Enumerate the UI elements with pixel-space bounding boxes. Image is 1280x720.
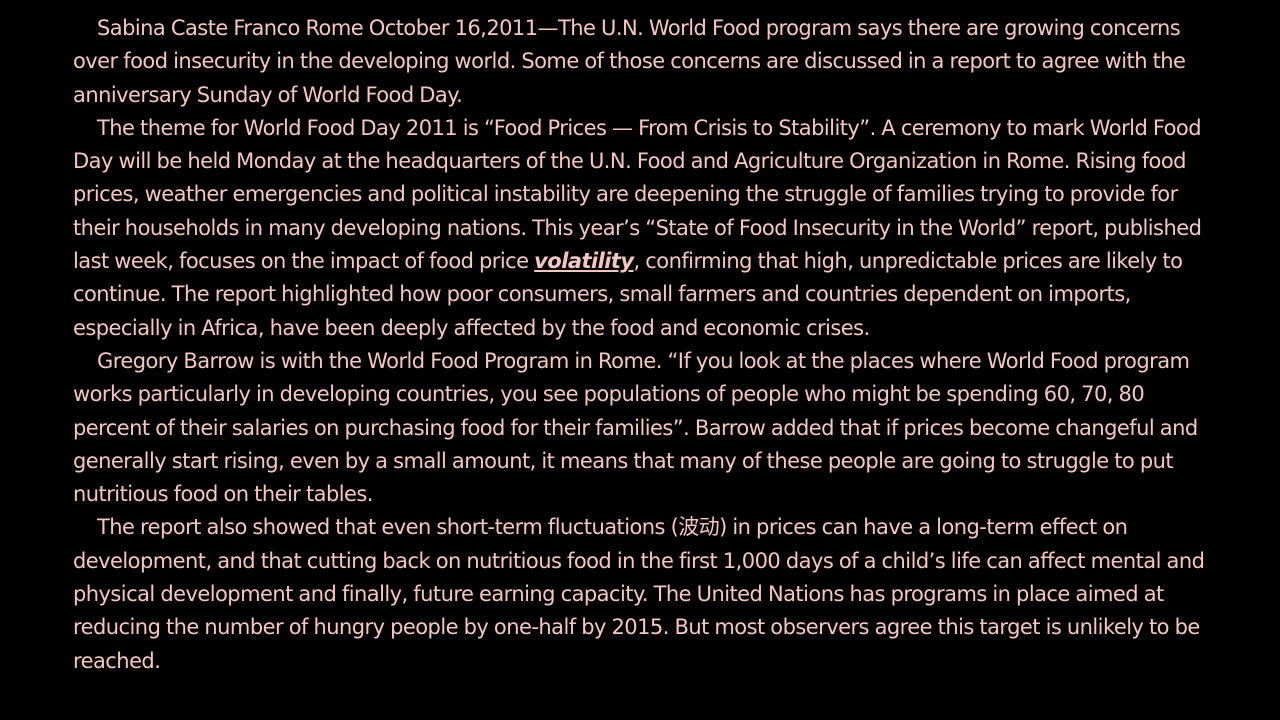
- paragraph-3: Gregory Barrow is with the World Food Pr…: [73, 345, 1223, 511]
- paragraph-4: The report also showed that even short-t…: [73, 511, 1223, 677]
- paragraph-4-text: The report also showed that even short-t…: [73, 515, 1205, 673]
- paragraph-3-text: Gregory Barrow is with the World Food Pr…: [73, 348, 1198, 507]
- paragraph-2-text-after: , confirming that high, unpredictable pr…: [73, 249, 1183, 340]
- vocab-keyword-volatility: volatility: [534, 249, 634, 274]
- paragraph-1-text: Sabina Caste Franco Rome October 16,2011…: [73, 16, 1186, 107]
- paragraph-2-text-before: The theme for World Food Day 2011 is “Fo…: [73, 115, 1202, 274]
- article-body: Sabina Caste Franco Rome October 16,2011…: [73, 12, 1223, 678]
- paragraph-1: Sabina Caste Franco Rome October 16,2011…: [73, 12, 1223, 112]
- paragraph-2: The theme for World Food Day 2011 is “Fo…: [73, 112, 1223, 345]
